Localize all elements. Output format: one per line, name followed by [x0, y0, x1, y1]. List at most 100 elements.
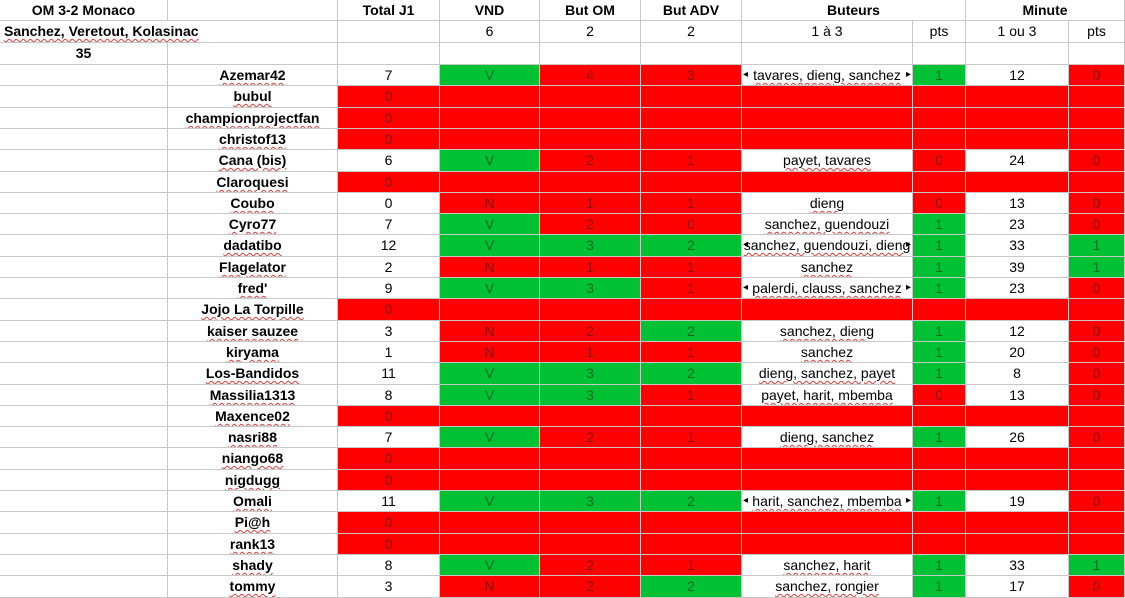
empty-red-cell[interactable]: [913, 108, 966, 129]
scorers-cell[interactable]: Sanchez, Veretout, Kolasinac: [0, 21, 338, 43]
player-name[interactable]: nigdugg: [168, 470, 338, 491]
but-om-cell[interactable]: 3: [540, 385, 641, 406]
buteurs-pts-cell[interactable]: 1: [913, 427, 966, 448]
row-spacer-cell[interactable]: [0, 342, 168, 363]
empty-red-cell[interactable]: [440, 534, 540, 555]
total-cell[interactable]: 9: [338, 278, 440, 299]
but-adv-cell[interactable]: 1: [641, 342, 742, 363]
empty-red-cell[interactable]: [966, 129, 1069, 150]
minute-pts-cell[interactable]: 0: [1069, 65, 1125, 86]
buteurs-pts-cell[interactable]: 1: [913, 342, 966, 363]
but-om-cell[interactable]: 3: [540, 363, 641, 385]
empty-red-cell[interactable]: [966, 86, 1069, 108]
but-adv-cell[interactable]: 2: [641, 321, 742, 342]
row-spacer-cell[interactable]: [0, 385, 168, 406]
player-name[interactable]: kiryama: [168, 342, 338, 363]
row-spacer-cell[interactable]: [0, 512, 168, 534]
but-adv-cell[interactable]: 1: [641, 555, 742, 576]
empty-red-cell[interactable]: [1069, 534, 1125, 555]
total-cell[interactable]: 3: [338, 576, 440, 598]
total-cell[interactable]: 0: [338, 470, 440, 491]
empty-red-cell[interactable]: [742, 512, 913, 534]
minute-cell[interactable]: 23: [966, 214, 1069, 235]
but-om-cell[interactable]: 4: [540, 65, 641, 86]
empty-red-cell[interactable]: [641, 448, 742, 470]
player-name[interactable]: Cana (bis): [168, 150, 338, 172]
buteurs-pts-cell[interactable]: 1: [913, 214, 966, 235]
empty-red-cell[interactable]: [641, 512, 742, 534]
total-cell[interactable]: 0: [338, 512, 440, 534]
empty-red-cell[interactable]: [641, 299, 742, 321]
header-vnd[interactable]: VND: [440, 0, 540, 21]
minute-cell[interactable]: 24: [966, 150, 1069, 172]
empty-red-cell[interactable]: [913, 406, 966, 427]
points-but-om[interactable]: 2: [540, 21, 641, 43]
empty-red-cell[interactable]: [913, 448, 966, 470]
but-adv-cell[interactable]: 2: [641, 235, 742, 257]
player-name[interactable]: tommy: [168, 576, 338, 598]
empty-red-cell[interactable]: [966, 512, 1069, 534]
vnd-cell[interactable]: N: [440, 321, 540, 342]
row-spacer-cell[interactable]: [0, 129, 168, 150]
but-om-cell[interactable]: 3: [540, 278, 641, 299]
empty-red-cell[interactable]: [440, 129, 540, 150]
empty-red-cell[interactable]: [742, 108, 913, 129]
buteurs-cell[interactable]: dieng, sanchez, payet: [742, 363, 913, 385]
buteurs-cell[interactable]: harit, sanchez, mbemba: [742, 491, 913, 512]
empty-red-cell[interactable]: [440, 448, 540, 470]
header-but-om[interactable]: But OM: [540, 0, 641, 21]
empty-cell[interactable]: [540, 43, 641, 65]
empty-red-cell[interactable]: [742, 470, 913, 491]
total-cell[interactable]: 0: [338, 108, 440, 129]
match-result-cell[interactable]: OM 3-2 Monaco: [0, 0, 168, 21]
buteurs-pts-cell[interactable]: 1: [913, 65, 966, 86]
total-cell[interactable]: 0: [338, 406, 440, 427]
buteurs-cell[interactable]: payet, tavares: [742, 150, 913, 172]
empty-cell[interactable]: [440, 43, 540, 65]
minute-cell[interactable]: 8: [966, 363, 1069, 385]
row-spacer-cell[interactable]: [0, 470, 168, 491]
empty-red-cell[interactable]: [1069, 129, 1125, 150]
but-om-cell[interactable]: 2: [540, 150, 641, 172]
total-cell[interactable]: 0: [338, 448, 440, 470]
player-name[interactable]: nasri88: [168, 427, 338, 448]
but-om-cell[interactable]: 1: [540, 342, 641, 363]
row-spacer-cell[interactable]: [0, 555, 168, 576]
vnd-cell[interactable]: N: [440, 257, 540, 278]
header-minute[interactable]: Minute: [966, 0, 1125, 21]
but-om-cell[interactable]: 2: [540, 214, 641, 235]
empty-red-cell[interactable]: [1069, 172, 1125, 193]
total-cell[interactable]: 1: [338, 342, 440, 363]
empty-red-cell[interactable]: [966, 470, 1069, 491]
but-om-cell[interactable]: 2: [540, 427, 641, 448]
row-spacer-cell[interactable]: [0, 257, 168, 278]
buteurs-cell[interactable]: sanchez, guendouzi, dieng: [742, 235, 913, 257]
minute-pts-cell[interactable]: 1: [1069, 257, 1125, 278]
player-name[interactable]: Pi@h: [168, 512, 338, 534]
row-spacer-cell[interactable]: [0, 427, 168, 448]
total-cell[interactable]: 0: [338, 534, 440, 555]
vnd-cell[interactable]: V: [440, 427, 540, 448]
total-cell[interactable]: 0: [338, 193, 440, 214]
empty-cell[interactable]: [742, 43, 913, 65]
header-buteurs[interactable]: Buteurs: [742, 0, 966, 21]
buteurs-pts-cell[interactable]: 1: [913, 363, 966, 385]
buteurs-cell[interactable]: tavares, dieng, sanchez: [742, 65, 913, 86]
empty-red-cell[interactable]: [1069, 86, 1125, 108]
points-minute-pts[interactable]: pts: [1069, 21, 1125, 43]
minute-pts-cell[interactable]: 0: [1069, 491, 1125, 512]
but-adv-cell[interactable]: 1: [641, 427, 742, 448]
minute-cell[interactable]: 12: [966, 321, 1069, 342]
total-cell[interactable]: 8: [338, 555, 440, 576]
empty-red-cell[interactable]: [966, 299, 1069, 321]
minute-cell[interactable]: 13: [966, 193, 1069, 214]
but-om-cell[interactable]: 1: [540, 257, 641, 278]
player-name[interactable]: Los-Bandidos: [168, 363, 338, 385]
empty-red-cell[interactable]: [1069, 470, 1125, 491]
empty-red-cell[interactable]: [966, 448, 1069, 470]
points-vnd[interactable]: 6: [440, 21, 540, 43]
vnd-cell[interactable]: V: [440, 150, 540, 172]
but-adv-cell[interactable]: 1: [641, 150, 742, 172]
total-cell[interactable]: 7: [338, 427, 440, 448]
total-cell[interactable]: 0: [338, 129, 440, 150]
